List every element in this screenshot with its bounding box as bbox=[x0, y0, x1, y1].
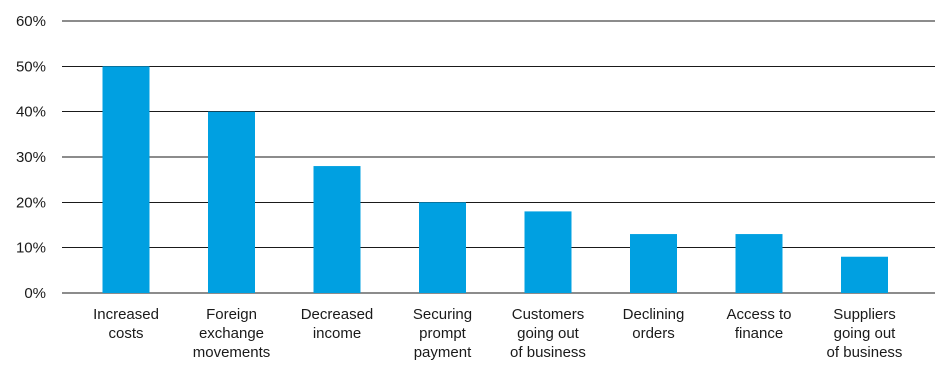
y-axis-tick-labels: 0% 10% 20% 30% 40% 50% 60% bbox=[16, 13, 46, 302]
bar bbox=[630, 234, 677, 293]
y-tick-label: 0% bbox=[24, 285, 46, 302]
y-tick-label: 20% bbox=[16, 194, 46, 211]
bar bbox=[313, 166, 361, 293]
y-tick-label: 60% bbox=[16, 13, 46, 30]
bar bbox=[208, 111, 255, 294]
x-category-label: Access to finance bbox=[726, 306, 791, 342]
y-tick-label: 50% bbox=[16, 58, 46, 75]
bar bbox=[419, 202, 466, 293]
y-tick-label: 40% bbox=[16, 104, 46, 121]
x-category-label: Increased costs bbox=[93, 306, 159, 342]
y-tick-label: 10% bbox=[16, 240, 46, 257]
bars bbox=[102, 66, 888, 294]
x-category-label: Foreign exchange movements bbox=[193, 306, 271, 361]
x-category-label: Decreased income bbox=[301, 306, 374, 342]
x-category-label: Customers going out of business bbox=[510, 306, 586, 361]
bar bbox=[841, 256, 888, 293]
x-axis-category-labels: Increased costs Foreign exchange movements De… bbox=[93, 306, 902, 361]
bar bbox=[524, 211, 572, 293]
x-category-label: Suppliers going out of business bbox=[827, 306, 903, 361]
bar bbox=[735, 234, 783, 293]
gridlines bbox=[62, 20, 935, 294]
x-category-label: Declining orders bbox=[623, 306, 685, 342]
bar bbox=[102, 66, 150, 293]
x-category-label: Securing prompt payment bbox=[413, 306, 472, 361]
y-tick-label: 30% bbox=[16, 149, 46, 166]
